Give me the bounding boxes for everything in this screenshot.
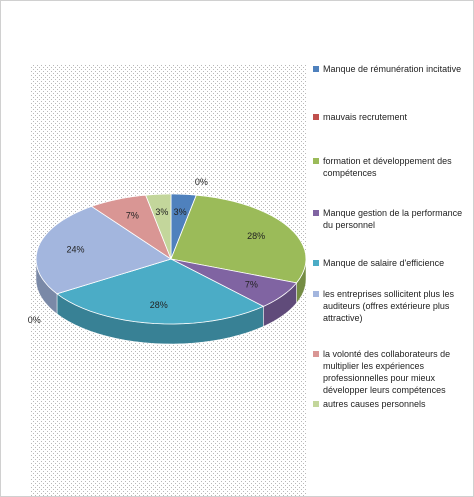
slice: [90, 194, 172, 261]
legend-entry: Manque gestion de la performance du pers…: [313, 207, 463, 231]
data-label: 7%: [245, 280, 258, 290]
legend-label: formation et développement des compétenc…: [323, 156, 452, 178]
legend-label: les entreprises sollicitent plus les aud…: [323, 289, 455, 323]
legend-swatch: [313, 401, 319, 407]
legend-swatch: [313, 291, 319, 297]
data-label: 7%: [126, 210, 139, 220]
legend-entry: mauvais recrutement: [313, 111, 463, 123]
slice: [56, 258, 265, 325]
legend-swatch: [313, 66, 319, 72]
data-label: 28%: [150, 300, 168, 310]
legend-entry: la volonté des collaborateurs de multipl…: [313, 348, 463, 396]
data-label: 3%: [174, 207, 187, 217]
legend-entry: Manque de salaire d'efficience: [313, 257, 463, 269]
legend-label: Manque de rémunération incitative: [323, 64, 462, 74]
legend-label: Manque gestion de la performance du pers…: [323, 208, 463, 230]
slice: [145, 193, 172, 260]
data-label: 0%: [28, 315, 41, 325]
legend-entry: formation et développement des compétenc…: [313, 155, 463, 179]
legend-entry: autres causes personnels: [313, 398, 463, 410]
legend-swatch: [313, 260, 319, 266]
legend-entry: les entreprises sollicitent plus les aud…: [313, 288, 463, 324]
legend-label: la volonté des collaborateurs de multipl…: [323, 349, 451, 395]
legend-label: autres causes personnels: [323, 399, 426, 409]
legend-swatch: [313, 351, 319, 357]
legend-label: Manque de salaire d'efficience: [323, 258, 445, 268]
slice: [170, 258, 298, 307]
legend-entry: Manque de rémunération incitative: [313, 63, 463, 75]
data-label: 3%: [155, 207, 168, 217]
data-label: 24%: [67, 245, 85, 255]
legend-label: mauvais recrutement: [323, 112, 408, 122]
legend-swatch: [313, 210, 319, 216]
legend-swatch: [313, 158, 319, 164]
slice: [35, 205, 172, 295]
data-label: 0%: [195, 177, 208, 187]
legend-swatch: [313, 114, 319, 120]
data-label: 28%: [247, 231, 265, 241]
slice: [170, 194, 307, 284]
